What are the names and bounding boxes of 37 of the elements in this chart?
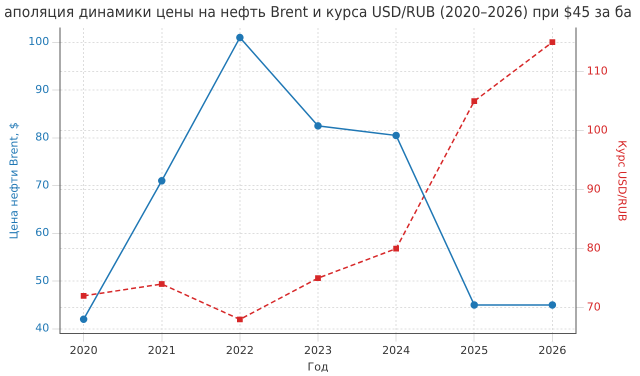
y-tick-label: 40 (35, 322, 50, 335)
point (158, 177, 166, 185)
y-tick-label: 50 (35, 274, 50, 287)
y-tick-label: 100 (28, 35, 50, 48)
x-tick-label: 2025 (460, 344, 488, 358)
y-tick-label: 70 (35, 178, 50, 192)
point (470, 301, 478, 309)
x-tick-label: 2020 (70, 344, 98, 358)
y-axis-title: Цена нефти Brent, $ (7, 122, 20, 240)
chart-title: аполяция динамики цены на нефть Brent и курса USD/RUB (2020–2026) при $45 за ба (4, 4, 632, 22)
point (393, 246, 399, 252)
point (549, 39, 556, 46)
point (237, 316, 243, 322)
x-tick-label: 2026 (538, 344, 566, 358)
x-tick-label: 2021 (148, 344, 176, 358)
point (80, 292, 87, 299)
y2-tick-label: 110 (586, 64, 608, 78)
y2-tick-label: 100 (586, 124, 608, 137)
y-tick-label: 60 (35, 226, 50, 240)
x-tick-label: 2024 (382, 344, 410, 358)
x-tick-label: 2022 (226, 344, 254, 358)
x-axis-title: Год (307, 360, 329, 374)
y2-tick-label: 80 (586, 242, 601, 255)
point (314, 122, 322, 130)
point (392, 132, 400, 140)
point (471, 98, 478, 104)
y-tick-label: 90 (35, 82, 50, 96)
y-tick-label: 80 (35, 130, 50, 144)
point (315, 275, 321, 282)
x-tick-label: 2023 (304, 344, 332, 358)
point (158, 281, 165, 287)
y2-tick-label: 90 (586, 182, 601, 196)
point (548, 301, 556, 309)
y2-tick-label: 70 (586, 300, 601, 314)
point (80, 316, 88, 324)
point (236, 34, 244, 42)
y2-axis-title: Курс USD/RUB (616, 140, 629, 222)
